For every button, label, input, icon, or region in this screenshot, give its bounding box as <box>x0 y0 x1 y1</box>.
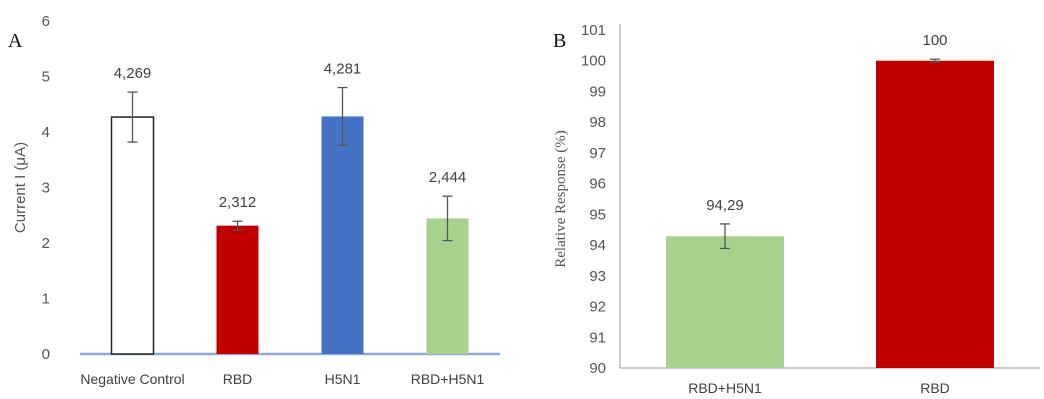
y-tick-label: 101 <box>581 22 606 39</box>
data-label: 4,269 <box>114 65 152 82</box>
panel-label: A <box>8 30 23 52</box>
data-label: 4,281 <box>324 61 362 78</box>
x-tick-label: H5N1 <box>325 371 361 387</box>
y-tick-label: 5 <box>42 69 50 86</box>
chart-panel-a: A Current I (μA) 0 1 2 3 4 5 6 4,269 Negative Cont… <box>8 13 500 387</box>
bar <box>666 236 784 368</box>
panel-label: B <box>553 30 566 52</box>
y-tick-label: 97 <box>589 145 606 162</box>
x-tick-label: RBD <box>223 371 253 387</box>
y-tick-label: 4 <box>42 124 50 141</box>
x-tick-label: RBD+H5N1 <box>411 371 485 387</box>
y-tick-label: 99 <box>589 83 606 100</box>
bar <box>321 116 364 354</box>
data-label: 2,312 <box>219 194 257 211</box>
bar <box>110 116 155 355</box>
y-tick-label: 6 <box>42 13 50 30</box>
data-label: 100 <box>922 32 947 49</box>
y-tick-label: 3 <box>42 180 50 197</box>
bar <box>876 60 994 369</box>
y-tick-label: 94 <box>589 237 606 254</box>
y-tick-label: 1 <box>42 291 50 308</box>
y-tick-label: 98 <box>589 114 606 131</box>
y-tick-label: 96 <box>589 176 606 193</box>
bar <box>216 225 259 354</box>
y-tick-label: 92 <box>589 299 606 316</box>
y-tick-label: 90 <box>589 360 606 377</box>
y-axis-label: Relative Response (%) <box>553 130 569 267</box>
x-tick-label: RBD <box>920 380 950 396</box>
data-label: 94,29 <box>706 197 744 214</box>
x-tick-label: RBD+H5N1 <box>688 380 762 396</box>
y-axis-label: Current I (μA) <box>12 142 29 233</box>
chart-panel-b: B Relative Response (%) 90 91 92 93 94 95 96 97 98… <box>553 22 1040 396</box>
y-tick-label: 95 <box>589 206 606 223</box>
y-tick-label: 93 <box>589 268 606 285</box>
y-tick-label: 2 <box>42 235 50 252</box>
y-tick-label: 91 <box>589 329 606 346</box>
y-tick-label: 0 <box>42 346 50 363</box>
x-tick-label: Negative Control <box>80 371 184 387</box>
data-label: 2,444 <box>429 169 467 186</box>
y-tick-label: 100 <box>581 53 606 70</box>
